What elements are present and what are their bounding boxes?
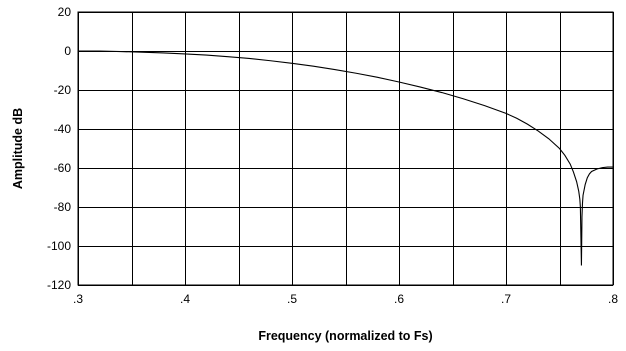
- x-tick-label: .3: [73, 292, 83, 306]
- y-tick-label: -60: [54, 161, 72, 175]
- y-tick-label: 0: [64, 44, 71, 58]
- series-line: [78, 50, 613, 266]
- y-axis-ticks: 20 0 -20 -40 -60 -80 -100 -120: [47, 5, 71, 292]
- y-tick-label: -20: [54, 83, 72, 97]
- x-tick-label: .5: [287, 292, 297, 306]
- y-tick-label: -80: [54, 200, 72, 214]
- x-tick-label: .7: [501, 292, 511, 306]
- y-tick-label: 20: [58, 5, 72, 19]
- x-tick-label: .6: [394, 292, 404, 306]
- y-tick-label: -120: [47, 278, 71, 292]
- x-tick-label: .8: [608, 292, 618, 306]
- x-axis-title: Frequency (normalized to Fs): [258, 329, 432, 343]
- y-tick-label: -40: [54, 122, 72, 136]
- y-tick-label: -100: [47, 239, 71, 253]
- y-axis-title: Amplitude dB: [11, 108, 25, 189]
- x-tick-label: .4: [180, 292, 190, 306]
- x-axis-ticks: .3 .4 .5 .6 .7 .8: [73, 292, 618, 306]
- plot-area: [77, 11, 614, 286]
